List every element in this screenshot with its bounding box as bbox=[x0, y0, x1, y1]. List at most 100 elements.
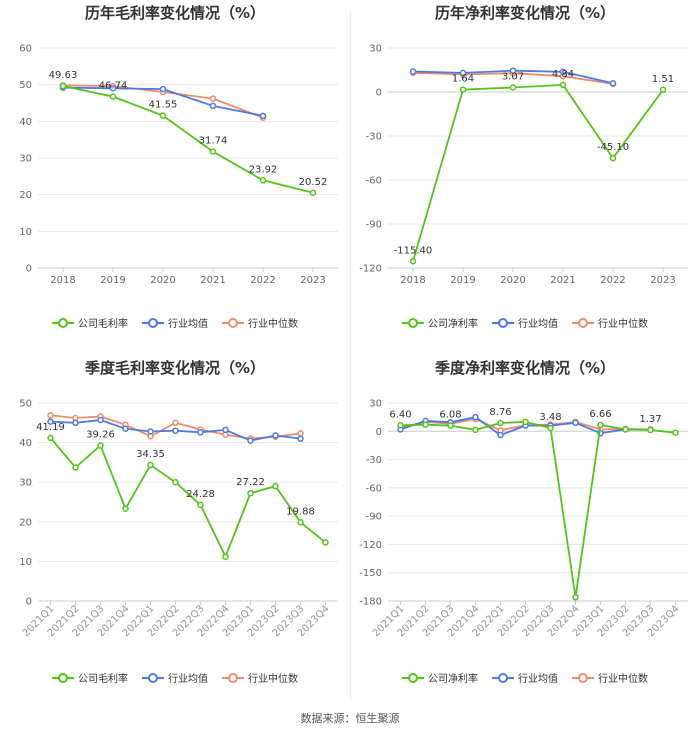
industry-avg-point bbox=[147, 428, 154, 435]
annual-net-panel: 历年净利率变化情况（%） -120 -90 -60 -30 0 30 2018 2019 202… bbox=[350, 0, 700, 355]
company-point bbox=[609, 154, 617, 162]
legend-company[interactable]: 公司毛利率 bbox=[52, 315, 128, 330]
data-label: 23.92 bbox=[249, 164, 278, 175]
data-label: 1.37 bbox=[639, 414, 661, 425]
legend-industry-median[interactable]: 行业中位数 bbox=[222, 315, 298, 330]
company-point bbox=[547, 424, 554, 432]
company-point bbox=[309, 189, 317, 197]
x-tick-label: 2020 bbox=[150, 275, 175, 286]
legend-label: 行业均值 bbox=[518, 319, 558, 330]
company-line bbox=[400, 420, 676, 598]
industry-avg-point bbox=[409, 68, 417, 75]
y-tick-label: 60 bbox=[19, 44, 32, 55]
legend-line-icon bbox=[222, 317, 244, 329]
company-point bbox=[559, 81, 567, 89]
legend-industry-median[interactable]: 行业中位数 bbox=[222, 670, 298, 685]
industry-avg-point bbox=[572, 419, 579, 427]
company-point bbox=[159, 112, 167, 119]
x-tick-label: 2020 bbox=[500, 275, 525, 286]
data-label: -115.40 bbox=[394, 245, 433, 256]
legend-industry-median[interactable]: 行业中位数 bbox=[572, 315, 648, 330]
legend-label: 行业中位数 bbox=[248, 319, 298, 330]
data-label: 41.55 bbox=[149, 100, 178, 111]
legend-industry-avg[interactable]: 行业均值 bbox=[492, 670, 558, 685]
legend-label: 行业中位数 bbox=[598, 319, 648, 330]
company-point bbox=[322, 539, 329, 546]
y-tick-label: 0 bbox=[376, 427, 382, 438]
company-point bbox=[459, 86, 467, 93]
y-tick-label: 30 bbox=[369, 399, 382, 410]
y-tick-label: 10 bbox=[19, 557, 32, 568]
data-source: 数据来源：恒生聚源 bbox=[300, 712, 400, 725]
annual-gross-chart: 0 10 20 30 40 50 60 2018 2019 2020 2021 2022 2023 49.… bbox=[19, 44, 338, 286]
legend-label: 行业中位数 bbox=[248, 674, 298, 685]
legend-company[interactable]: 公司净利率 bbox=[402, 670, 478, 685]
x-tick-label: 2021 bbox=[200, 275, 225, 286]
legend-line-icon bbox=[142, 672, 164, 684]
company-point bbox=[672, 429, 679, 436]
legend-label: 行业均值 bbox=[168, 674, 208, 685]
y-tick-label: 30 bbox=[19, 154, 32, 165]
legend-line-icon bbox=[402, 317, 424, 329]
data-label: 8.76 bbox=[489, 407, 511, 418]
data-label: 34.35 bbox=[136, 449, 165, 460]
company-point bbox=[472, 426, 479, 434]
quarterly-gross-chart: 010203040502021Q12021Q22021Q32021Q42022Q… bbox=[19, 399, 338, 639]
y-tick-label: 50 bbox=[19, 399, 32, 410]
legend-industry-avg[interactable]: 行业均值 bbox=[492, 315, 558, 330]
x-tick-label: 2023 bbox=[300, 275, 325, 286]
company-point bbox=[497, 419, 504, 427]
industry-avg-point bbox=[47, 418, 54, 425]
y-tick-label: 0 bbox=[26, 597, 32, 608]
y-tick-label: -60 bbox=[366, 176, 382, 187]
industry-avg-point bbox=[122, 425, 129, 432]
legend-label: 公司净利率 bbox=[428, 319, 478, 330]
data-label: 1.64 bbox=[452, 74, 474, 85]
industry-avg-point bbox=[559, 68, 567, 76]
x-tick-label: 2019 bbox=[450, 275, 475, 286]
company-point bbox=[659, 86, 667, 94]
company-point bbox=[397, 422, 404, 429]
company-point bbox=[147, 461, 154, 469]
industry-avg-point bbox=[259, 112, 267, 120]
company-point bbox=[97, 442, 104, 449]
quarterly-net-chart: -180-150-120-90-60-300302021Q12021Q22021… bbox=[359, 399, 688, 639]
y-tick-label: -30 bbox=[366, 132, 382, 143]
x-tick-label: 2022 bbox=[600, 275, 625, 286]
y-tick-label: 30 bbox=[369, 44, 382, 55]
industry-median-point bbox=[297, 430, 304, 437]
company-point bbox=[122, 505, 129, 512]
x-tick-label: 2021 bbox=[550, 275, 575, 286]
legend-industry-median[interactable]: 行业中位数 bbox=[572, 670, 648, 685]
y-tick-label: -150 bbox=[359, 568, 382, 579]
company-point bbox=[172, 478, 179, 486]
legend-company[interactable]: 公司毛利率 bbox=[52, 670, 128, 685]
industry-avg-point bbox=[159, 85, 167, 93]
company-point bbox=[247, 489, 254, 497]
company-point bbox=[259, 177, 267, 184]
y-tick-label: 0 bbox=[26, 264, 32, 275]
data-label: 6.08 bbox=[439, 410, 461, 421]
legend: 公司毛利率 行业均值 行业中位数 bbox=[0, 670, 350, 685]
data-label: 20.52 bbox=[299, 177, 328, 188]
industry-avg-point bbox=[509, 67, 517, 74]
industry-avg-point bbox=[609, 79, 617, 87]
legend-company[interactable]: 公司净利率 bbox=[402, 315, 478, 330]
chart-title: 历年毛利率变化情况（%） bbox=[84, 4, 266, 22]
data-label: 1.51 bbox=[652, 74, 674, 85]
legend-label: 公司毛利率 bbox=[78, 319, 128, 330]
industry-avg-point bbox=[209, 102, 217, 110]
legend-line-icon bbox=[142, 317, 164, 329]
annual-net-chart: -120 -90 -60 -30 0 30 2018 2019 2020 2021 2022 2023… bbox=[359, 44, 688, 286]
legend-label: 行业均值 bbox=[518, 674, 558, 685]
legend-industry-avg[interactable]: 行业均值 bbox=[142, 315, 208, 330]
industry-avg-point bbox=[97, 416, 104, 424]
legend-industry-avg[interactable]: 行业均值 bbox=[142, 670, 208, 685]
data-label: 6.66 bbox=[589, 409, 611, 420]
y-tick-label: -60 bbox=[366, 483, 382, 494]
annual-gross-panel: 历年毛利率变化情况（%） 0 10 20 30 40 50 60 2018 2019 2020 20… bbox=[0, 0, 350, 355]
company-point bbox=[422, 421, 429, 428]
company-line bbox=[49, 437, 327, 559]
x-tick-label: 2022 bbox=[250, 275, 275, 286]
company-point bbox=[197, 501, 204, 509]
